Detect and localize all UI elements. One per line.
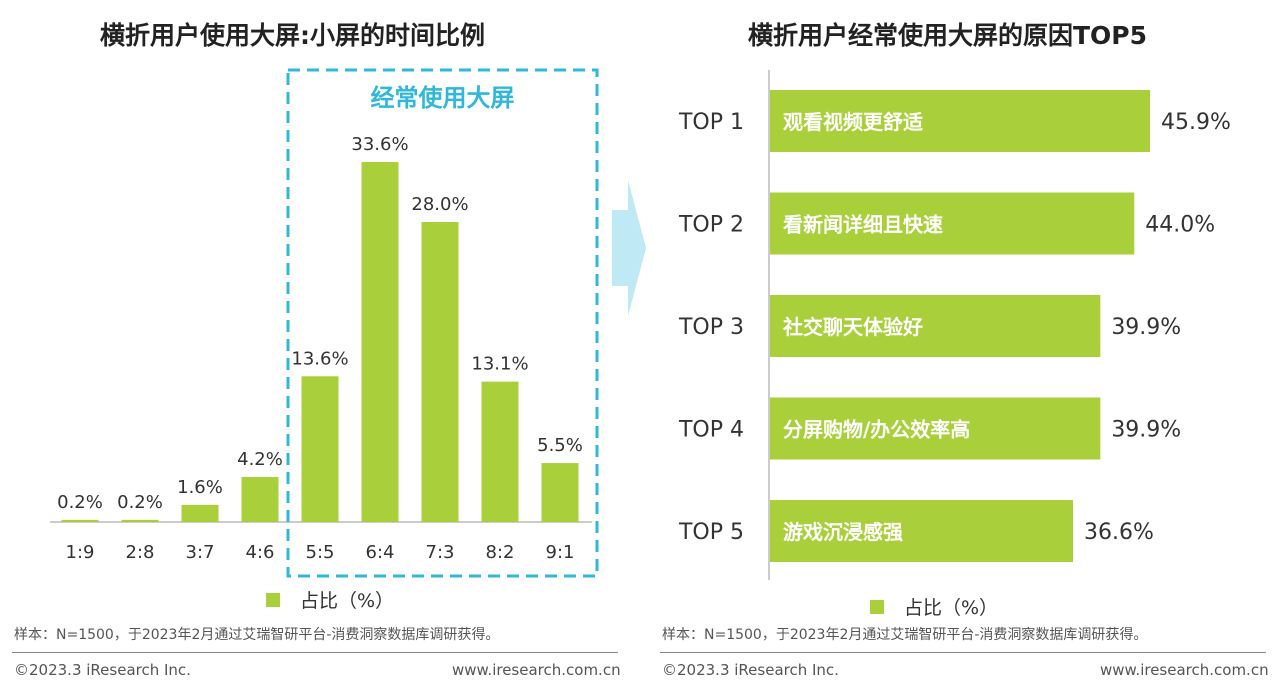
left-legend: 占比（%）	[266, 586, 394, 613]
bar-4-6	[241, 477, 279, 522]
bar-7-3	[421, 222, 459, 522]
bar-value-label: 1.6%	[177, 477, 223, 498]
x-tick-label: 4:6	[246, 542, 275, 563]
legend-swatch	[870, 599, 884, 614]
right-legend-label: 占比（%）	[904, 597, 999, 619]
hbar-reason-label: 观看视频更舒适	[783, 110, 923, 134]
x-tick-label: 7:3	[426, 542, 455, 563]
right-source-note: 样本：N=1500，于2023年2月通过艾瑞智研平台-消费洞察数据库调研获得。	[662, 627, 1148, 643]
right-footer-url: www.iresearch.com.cn	[1100, 661, 1269, 679]
highlight-box	[286, 68, 599, 578]
hbar-reason-label: 社交聊天体验好	[782, 315, 923, 339]
right-footer-divider	[660, 652, 1266, 653]
hbar-value-label: 45.9%	[1161, 110, 1231, 135]
x-tick-label: 8:2	[486, 542, 515, 563]
bar-5-5	[301, 376, 339, 522]
bar-value-label: 13.1%	[471, 354, 528, 375]
hbar-value-label: 39.9%	[1111, 315, 1181, 340]
right-legend: 占比（%）	[870, 593, 998, 620]
left-legend-label: 占比（%）	[300, 590, 395, 612]
hbar-value-label: 39.9%	[1111, 418, 1181, 443]
left-chart-title: 横折用户使用大屏:小屏的时间比例	[100, 21, 485, 50]
bar-value-label: 4.2%	[237, 449, 283, 470]
hbar-top-5	[770, 500, 1074, 562]
bar-6-4	[361, 162, 399, 522]
y-tick-label: TOP 3	[678, 315, 744, 340]
x-tick-label: 3:7	[186, 542, 215, 563]
hbar-reason-label: 分屏购物/办公效率高	[783, 418, 970, 442]
legend-swatch	[266, 592, 280, 607]
hbar-value-label: 36.6%	[1084, 520, 1154, 545]
bar-9-1	[541, 463, 579, 522]
divider-arrow	[612, 180, 646, 316]
right-chart-title: 横折用户经常使用大屏的原因TOP5	[748, 21, 1148, 50]
x-tick-label: 9:1	[546, 542, 575, 563]
hbar-top-1	[770, 90, 1150, 152]
left-footer-copyright: ©2023.3 iResearch Inc.	[14, 661, 191, 679]
hbar-top-4	[770, 397, 1101, 460]
bar-value-label: 13.6%	[291, 348, 348, 369]
x-tick-label: 2:8	[126, 542, 155, 563]
hbar-reason-label: 看新闻详细且快速	[783, 213, 943, 237]
bar-value-label: 33.6%	[351, 134, 408, 155]
left-footer-divider	[12, 652, 618, 653]
bar-value-label: 0.2%	[117, 492, 163, 513]
bar-2-8	[121, 519, 159, 522]
x-tick-label: 5:5	[306, 542, 335, 563]
bar-value-label: 0.2%	[57, 492, 103, 513]
y-tick-label: TOP 1	[678, 110, 744, 135]
hbar-top-2	[770, 192, 1135, 255]
right-footer-copyright: ©2023.3 iResearch Inc.	[662, 661, 839, 679]
bar-3-7	[181, 504, 219, 522]
hbar-reason-label: 游戏沉浸感强	[783, 520, 903, 544]
highlight-label: 经常使用大屏	[371, 84, 515, 112]
bar-value-label: 5.5%	[537, 435, 583, 456]
bar-8-2	[481, 381, 519, 522]
y-tick-label: TOP 2	[678, 213, 744, 238]
left-source-note: 样本：N=1500，于2023年2月通过艾瑞智研平台-消费洞察数据库调研获得。	[14, 627, 500, 643]
y-tick-label: TOP 4	[678, 418, 744, 443]
bar-value-label: 28.0%	[411, 194, 468, 215]
x-tick-label: 1:9	[66, 542, 95, 563]
left-footer-url: www.iresearch.com.cn	[452, 661, 621, 679]
hbar-value-label: 44.0%	[1145, 213, 1215, 238]
bar-1-9	[61, 519, 99, 522]
y-tick-label: TOP 5	[678, 520, 744, 545]
x-tick-label: 6:4	[366, 542, 395, 563]
hbar-top-3	[770, 295, 1101, 357]
